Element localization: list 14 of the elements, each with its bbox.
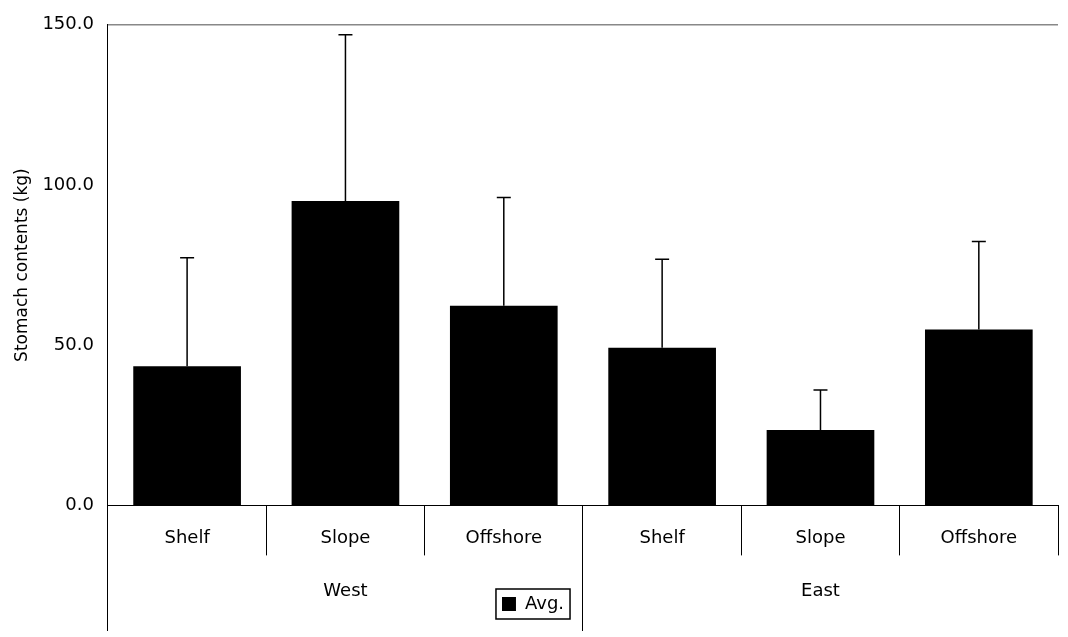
x-tick-label: Shelf bbox=[639, 525, 686, 547]
y-tick-label: 100.0 bbox=[42, 172, 94, 194]
legend-label: Avg. bbox=[524, 591, 565, 613]
x-tick-label: Offshore bbox=[940, 525, 1018, 547]
text: West bbox=[323, 579, 368, 601]
text: East bbox=[801, 579, 840, 601]
x-tick-label: Offshore bbox=[465, 525, 543, 547]
y-tick-label: 0.0 bbox=[65, 493, 94, 515]
y-axis-title: Stomach contents (kg) bbox=[10, 168, 31, 362]
y-tick-label: 50.0 bbox=[53, 332, 94, 354]
x-tick-label: Shelf bbox=[164, 525, 211, 547]
x-tick-label: Slope bbox=[320, 525, 371, 547]
y-tick-label: 150.0 bbox=[42, 12, 94, 34]
x-tick-label: Slope bbox=[795, 525, 846, 547]
